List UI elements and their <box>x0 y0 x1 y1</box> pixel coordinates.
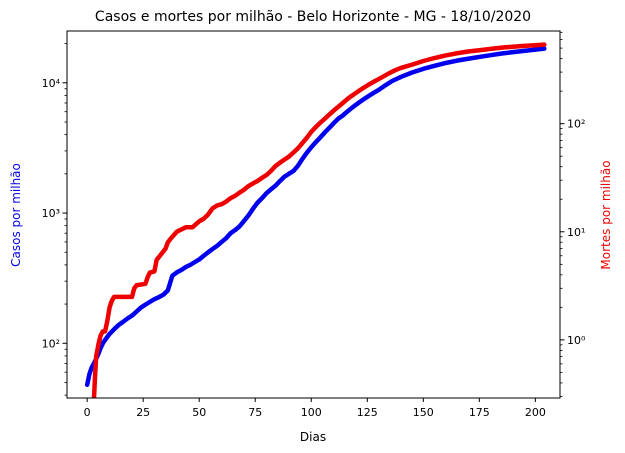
left-y-axis-label: Casos por milhão <box>9 163 23 267</box>
x-tick-label: 125 <box>357 406 378 419</box>
right-y-axis-ticks: 10⁰ 10¹ 10² <box>560 31 586 397</box>
x-tick-label: 0 <box>84 406 91 419</box>
left-y-tick-label: 10³ <box>42 207 60 220</box>
right-y-tick-label: 10¹ <box>567 226 585 239</box>
right-y-tick-label: 10² <box>567 118 585 131</box>
chart-title: Casos e mortes por milhão - Belo Horizon… <box>95 9 531 25</box>
series-line-mortes <box>91 42 547 398</box>
x-axis-label: Dias <box>300 430 326 444</box>
left-y-tick-label: 10⁴ <box>42 77 61 90</box>
left-y-axis-ticks: 10² 10³ 10⁴ <box>42 43 67 396</box>
series-layer <box>84 42 547 398</box>
x-tick-label: 175 <box>469 406 490 419</box>
series-line-casos <box>84 46 547 388</box>
right-y-tick-label: 10⁰ <box>567 334 586 347</box>
x-tick-label: 75 <box>248 406 262 419</box>
x-tick-label: 25 <box>136 406 150 419</box>
left-y-tick-label: 10² <box>42 337 60 350</box>
x-tick-label: 50 <box>192 406 206 419</box>
x-tick-label: 150 <box>413 406 434 419</box>
x-axis-ticks: 0 25 50 75 100 125 150 175 200 <box>84 398 546 419</box>
right-y-axis-label: Mortes por milhão <box>599 160 613 269</box>
x-tick-label: 100 <box>301 406 322 419</box>
plot-frame <box>66 30 561 399</box>
x-tick-label: 200 <box>525 406 546 419</box>
